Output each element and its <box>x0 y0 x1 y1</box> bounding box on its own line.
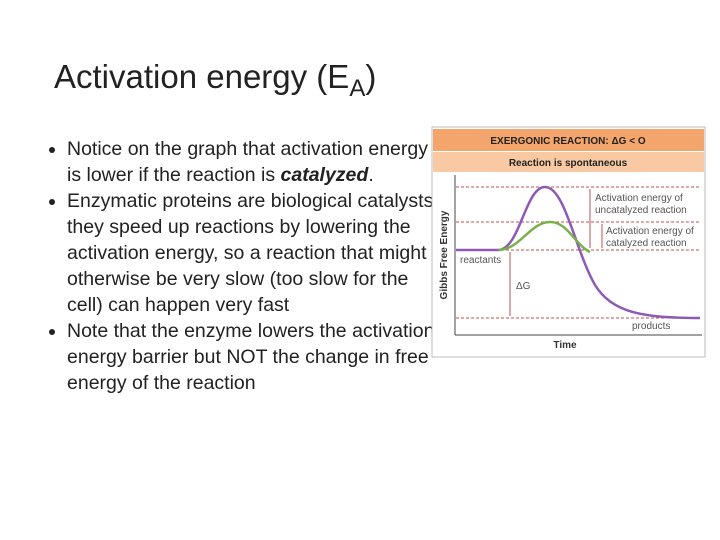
title-close: ) <box>365 58 377 95</box>
delta-g-label: ΔG <box>516 281 531 292</box>
bullet-list: Notice on the graph that activation ener… <box>30 136 439 396</box>
reactants-label: reactants <box>460 255 501 266</box>
title-text: Activation energy (E <box>54 58 350 95</box>
title-subscript: A <box>349 75 366 102</box>
catalyzed-curve <box>497 220 591 254</box>
catalyzed-label: Activation energy of <box>606 226 694 237</box>
bullet-text: . <box>368 164 374 186</box>
catalyzed-label: catalyzed reaction <box>606 238 687 249</box>
arrows <box>509 189 603 316</box>
figure-header: EXERGONIC REACTION: ΔG < O <box>490 136 645 147</box>
bullet: Enzymatic proteins are biological cataly… <box>67 188 439 318</box>
uncatalyzed-label: Activation energy of <box>595 193 683 204</box>
figure-subheader: Reaction is spontaneous <box>509 158 628 169</box>
uncatalyzed-curve <box>456 185 701 320</box>
x-axis-label: Time <box>553 340 577 351</box>
slide-title: Activation energy (EA) <box>54 58 376 103</box>
bullet-emphasis: catalyzed <box>280 164 369 186</box>
subheader-band <box>433 152 704 172</box>
bullet: Notice on the graph that activation ener… <box>67 136 439 188</box>
header-band <box>433 129 704 151</box>
y-axis-label: Gibbs Free Energy <box>439 210 450 299</box>
bullet: Note that the enzyme lowers the activati… <box>67 318 439 396</box>
bullet-text: Notice on the graph that activation ener… <box>67 138 428 186</box>
products-label: products <box>632 321 670 332</box>
uncatalyzed-label: uncatalyzed reaction <box>595 205 687 216</box>
